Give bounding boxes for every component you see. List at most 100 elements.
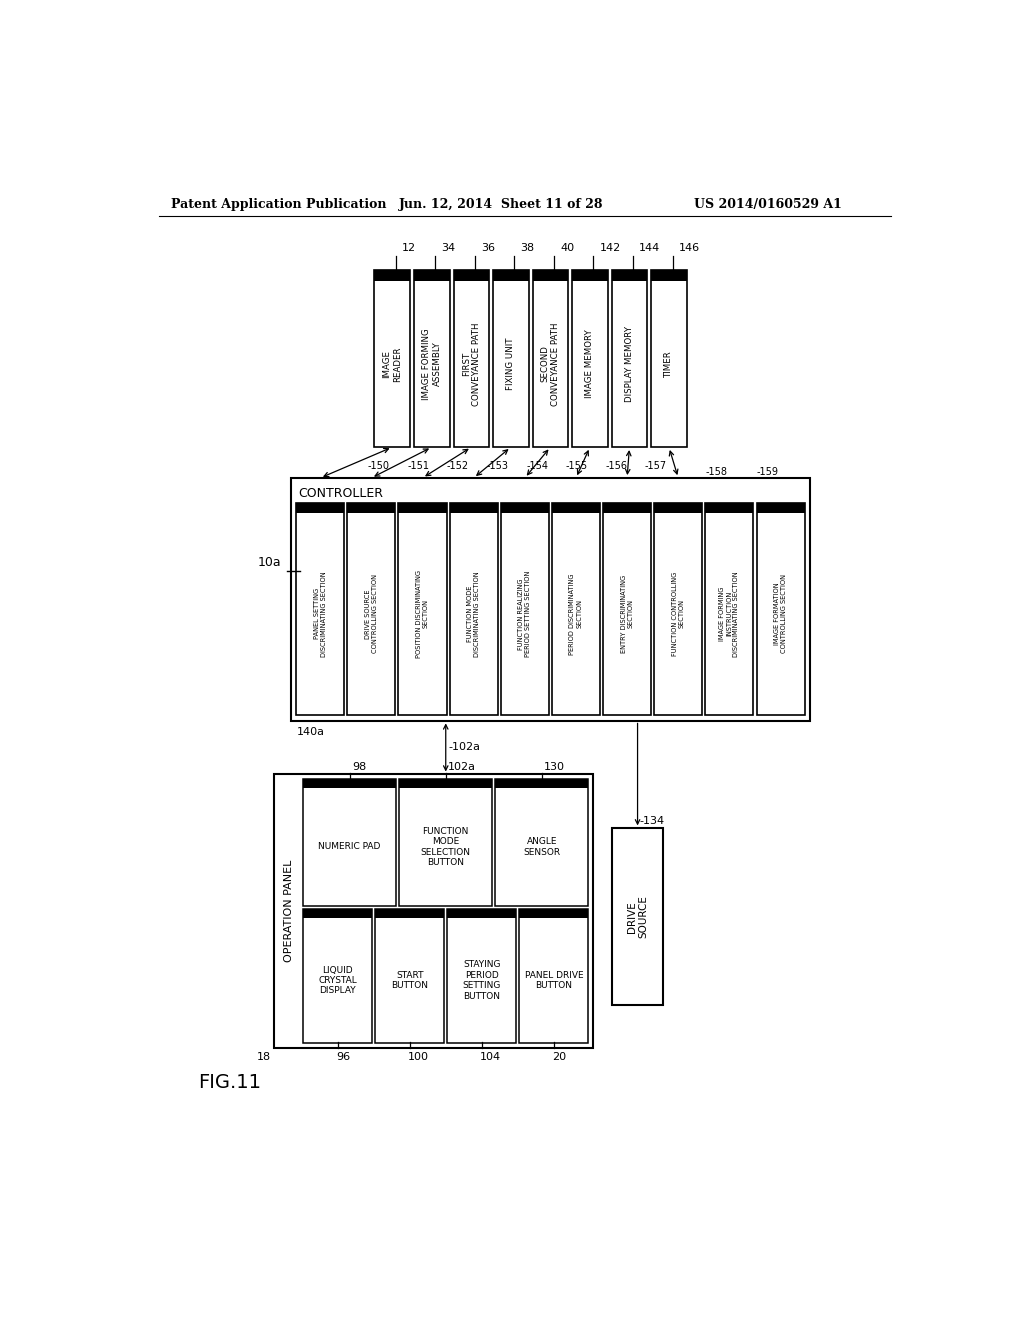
Text: 146: 146 xyxy=(679,243,699,253)
Bar xyxy=(454,271,489,447)
Text: 12: 12 xyxy=(402,243,416,253)
Text: ANGLE
SENSOR: ANGLE SENSOR xyxy=(523,837,560,857)
Bar xyxy=(757,503,805,715)
Text: TIMER: TIMER xyxy=(665,351,674,378)
Text: -155: -155 xyxy=(565,462,588,471)
Bar xyxy=(399,779,493,788)
Text: PANEL SETTING
DISCRIMINATING SECTION: PANEL SETTING DISCRIMINATING SECTION xyxy=(313,572,327,656)
Text: FUNCTION CONTROLLING
SECTION: FUNCTION CONTROLLING SECTION xyxy=(672,572,685,656)
Bar xyxy=(501,503,549,512)
Text: POSITION DISCRIMINATING
SECTION: POSITION DISCRIMINATING SECTION xyxy=(416,570,429,657)
Text: 142: 142 xyxy=(600,243,621,253)
Bar xyxy=(450,503,498,715)
Text: -158: -158 xyxy=(706,467,728,477)
Bar xyxy=(303,908,372,917)
Text: START
BUTTON: START BUTTON xyxy=(391,970,428,990)
Bar xyxy=(501,503,549,715)
Bar xyxy=(706,503,754,715)
Text: IMAGE MEMORY: IMAGE MEMORY xyxy=(586,330,594,399)
Bar xyxy=(375,271,410,447)
Text: 10a: 10a xyxy=(258,556,282,569)
Bar xyxy=(496,779,589,788)
Text: 102a: 102a xyxy=(449,763,476,772)
Text: FUNCTION MODE
DISCRIMINATING SECTION: FUNCTION MODE DISCRIMINATING SECTION xyxy=(467,572,480,656)
Text: -152: -152 xyxy=(446,462,469,471)
Text: 40: 40 xyxy=(560,243,574,253)
Bar xyxy=(375,271,410,281)
Bar xyxy=(706,503,754,512)
Bar xyxy=(552,503,600,512)
Text: 36: 36 xyxy=(481,243,495,253)
Text: OPERATION PANEL: OPERATION PANEL xyxy=(285,859,294,962)
Bar xyxy=(447,908,516,917)
Text: FUNCTION REALIZING
PERIOD SETTING SECTION: FUNCTION REALIZING PERIOD SETTING SECTIO… xyxy=(518,570,531,657)
Text: 98: 98 xyxy=(352,763,367,772)
Bar xyxy=(651,271,687,447)
Bar xyxy=(273,775,593,1048)
Text: Patent Application Publication: Patent Application Publication xyxy=(171,198,386,211)
Text: -102a: -102a xyxy=(449,742,480,752)
Text: NUMERIC PAD: NUMERIC PAD xyxy=(318,842,381,851)
Text: ENTRY DISCRIMINATING
SECTION: ENTRY DISCRIMINATING SECTION xyxy=(621,574,634,653)
Bar xyxy=(398,503,446,715)
Text: FIXING UNIT: FIXING UNIT xyxy=(506,338,515,391)
Text: 18: 18 xyxy=(257,1052,271,1061)
Text: 38: 38 xyxy=(520,243,535,253)
Bar xyxy=(414,271,450,281)
Text: 104: 104 xyxy=(480,1052,502,1063)
Bar xyxy=(572,271,607,281)
Text: FIG.11: FIG.11 xyxy=(198,1073,261,1092)
Bar xyxy=(375,908,444,917)
Bar xyxy=(603,503,651,512)
Bar xyxy=(493,271,528,447)
Bar xyxy=(296,503,344,512)
Text: FIRST
CONVEYANCE PATH: FIRST CONVEYANCE PATH xyxy=(462,322,481,405)
Bar xyxy=(654,503,702,715)
Text: SECOND
CONVEYANCE PATH: SECOND CONVEYANCE PATH xyxy=(541,322,560,405)
Bar xyxy=(447,908,516,1043)
Text: FUNCTION
MODE
SELECTION
BUTTON: FUNCTION MODE SELECTION BUTTON xyxy=(421,826,471,867)
Bar xyxy=(454,271,489,281)
Text: CONTROLLER: CONTROLLER xyxy=(299,487,384,500)
Bar xyxy=(375,908,444,1043)
Bar xyxy=(519,908,589,1043)
Bar xyxy=(414,271,450,447)
Text: 130: 130 xyxy=(544,763,565,772)
Bar xyxy=(532,271,568,281)
Text: -153: -153 xyxy=(486,462,509,471)
Text: STAYING
PERIOD
SETTING
BUTTON: STAYING PERIOD SETTING BUTTON xyxy=(463,961,501,1001)
Text: -150: -150 xyxy=(368,462,390,471)
Bar xyxy=(303,779,396,788)
Bar xyxy=(291,478,810,721)
Text: DISPLAY MEMORY: DISPLAY MEMORY xyxy=(625,326,634,403)
Text: -134: -134 xyxy=(640,816,665,825)
Bar xyxy=(611,271,647,281)
Bar xyxy=(612,829,663,1006)
Text: IMAGE FORMING
ASSEMBLY: IMAGE FORMING ASSEMBLY xyxy=(422,329,441,400)
Text: 96: 96 xyxy=(336,1052,350,1063)
Text: PERIOD DISCRIMINATING
SECTION: PERIOD DISCRIMINATING SECTION xyxy=(569,573,583,655)
Text: IMAGE
READER: IMAGE READER xyxy=(383,346,402,381)
Text: DRIVE SOURCE
CONTROLLING SECTION: DRIVE SOURCE CONTROLLING SECTION xyxy=(365,574,378,653)
Text: 34: 34 xyxy=(441,243,456,253)
Bar xyxy=(552,503,600,715)
Bar xyxy=(296,503,344,715)
Bar xyxy=(347,503,395,512)
Text: US 2014/0160529 A1: US 2014/0160529 A1 xyxy=(693,198,842,211)
Bar xyxy=(572,271,607,447)
Text: IMAGE FORMING
INSTRUCTION
DISCRIMINATING SECTION: IMAGE FORMING INSTRUCTION DISCRIMINATING… xyxy=(720,572,739,656)
Bar xyxy=(493,271,528,281)
Text: LIQUID
CRYSTAL
DISPLAY: LIQUID CRYSTAL DISPLAY xyxy=(318,966,357,995)
Text: 144: 144 xyxy=(639,243,660,253)
Bar xyxy=(519,908,589,917)
Bar xyxy=(532,271,568,447)
Bar xyxy=(450,503,498,512)
Bar xyxy=(757,503,805,512)
Bar xyxy=(398,503,446,512)
Text: 140a: 140a xyxy=(297,726,325,737)
Bar xyxy=(651,271,687,281)
Bar xyxy=(399,779,493,906)
Text: PANEL DRIVE
BUTTON: PANEL DRIVE BUTTON xyxy=(524,970,584,990)
Bar xyxy=(347,503,395,715)
Bar xyxy=(496,779,589,906)
